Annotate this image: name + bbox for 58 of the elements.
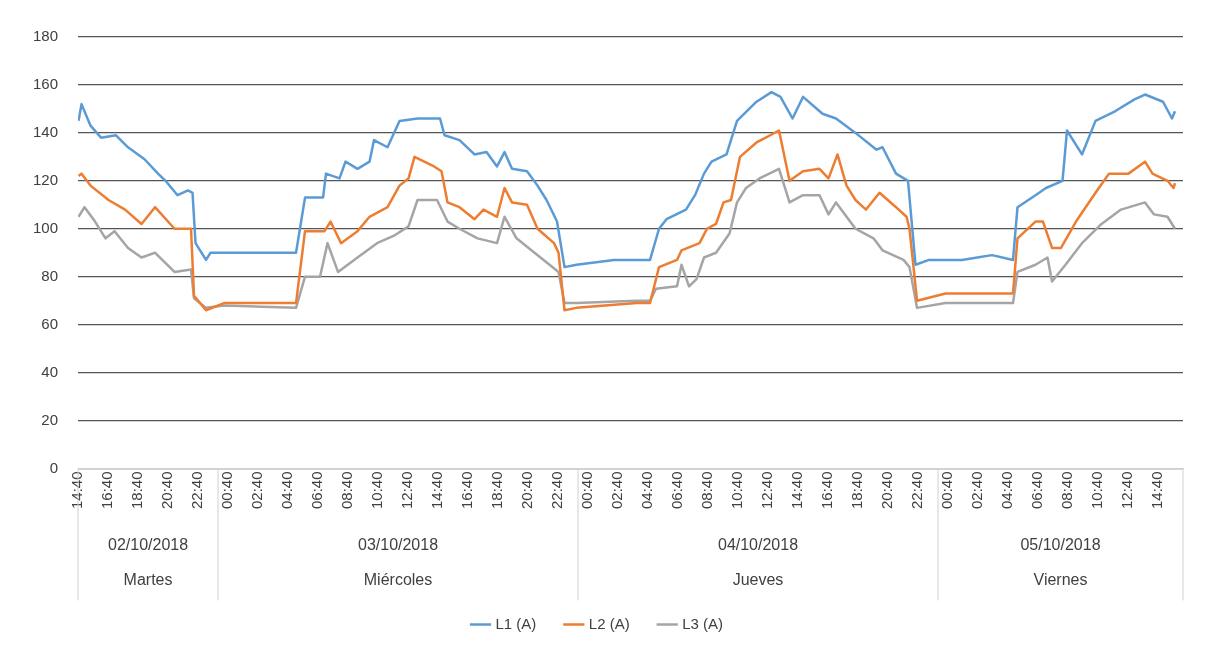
x-tick-label: 04:40 bbox=[998, 471, 1016, 510]
x-tick-label: 08:40 bbox=[698, 471, 716, 510]
x-tick-label: 18:40 bbox=[488, 471, 506, 510]
x-tick-label: 08:40 bbox=[338, 471, 356, 510]
text: 03/10/2018 bbox=[357, 535, 439, 553]
y-tick-label: 100 bbox=[33, 218, 59, 236]
y-tick-label: 140 bbox=[33, 123, 59, 141]
x-tick-label: 12:40 bbox=[758, 471, 776, 510]
y-tick-label: 40 bbox=[41, 362, 59, 380]
y-tick-label: 160 bbox=[33, 75, 59, 93]
x-tick-label: 00:40 bbox=[218, 471, 236, 510]
text: 05/10/2018 bbox=[1020, 535, 1101, 553]
legend-label: L1 (A) bbox=[495, 614, 537, 632]
text: Jueves bbox=[732, 570, 784, 588]
y-tick-label: 60 bbox=[41, 314, 59, 332]
x-tick-label: 22:40 bbox=[188, 471, 206, 510]
x-tick-label: 14:40 bbox=[788, 471, 806, 510]
x-tick-label: 14:40 bbox=[68, 471, 86, 510]
x-tick-label: 04:40 bbox=[638, 471, 656, 510]
x-tick-label: 16:40 bbox=[458, 471, 476, 510]
legend-label: L2 (A) bbox=[588, 614, 630, 632]
y-tick-label: 120 bbox=[33, 170, 59, 188]
text: 04/10/2018 bbox=[717, 535, 799, 553]
x-tick-label: 00:40 bbox=[578, 471, 596, 510]
x-tick-label: 02:40 bbox=[248, 471, 266, 510]
x-tick-label: 00:40 bbox=[938, 471, 956, 510]
x-tick-label: 10:40 bbox=[368, 471, 386, 510]
x-tick-label: 18:40 bbox=[848, 471, 866, 510]
x-tick-label: 12:40 bbox=[398, 471, 416, 510]
x-tick-label: 18:40 bbox=[128, 471, 146, 510]
y-tick-label: 0 bbox=[49, 458, 59, 476]
x-tick-label: 20:40 bbox=[158, 471, 176, 510]
x-tick-label: 06:40 bbox=[668, 471, 686, 510]
y-tick-label: 80 bbox=[41, 266, 59, 284]
x-tick-label: 22:40 bbox=[908, 471, 926, 510]
x-tick-label: 16:40 bbox=[818, 471, 836, 510]
x-tick-label: 10:40 bbox=[1088, 471, 1106, 510]
y-tick-label: 180 bbox=[33, 27, 59, 45]
x-tick-label: 10:40 bbox=[728, 471, 746, 510]
x-tick-label: 14:40 bbox=[1148, 471, 1166, 510]
x-tick-label: 08:40 bbox=[1058, 471, 1076, 510]
text: Martes bbox=[123, 570, 173, 588]
x-tick-label: 16:40 bbox=[98, 471, 116, 510]
y-tick-label: 20 bbox=[41, 410, 59, 428]
text: Viernes bbox=[1033, 570, 1088, 588]
text: Miércoles bbox=[363, 570, 433, 588]
text: 02/10/2018 bbox=[107, 535, 189, 553]
x-tick-label: 06:40 bbox=[1028, 471, 1046, 510]
x-tick-label: 22:40 bbox=[548, 471, 566, 510]
x-tick-label: 04:40 bbox=[278, 471, 296, 510]
x-tick-label: 12:40 bbox=[1118, 471, 1136, 510]
x-tick-label: 02:40 bbox=[968, 471, 986, 510]
x-tick-label: 20:40 bbox=[518, 471, 536, 510]
x-tick-label: 20:40 bbox=[878, 471, 896, 510]
legend-label: L3 (A) bbox=[682, 614, 724, 632]
x-tick-label: 14:40 bbox=[428, 471, 446, 510]
x-tick-label: 06:40 bbox=[308, 471, 326, 510]
x-tick-label: 02:40 bbox=[608, 471, 626, 510]
